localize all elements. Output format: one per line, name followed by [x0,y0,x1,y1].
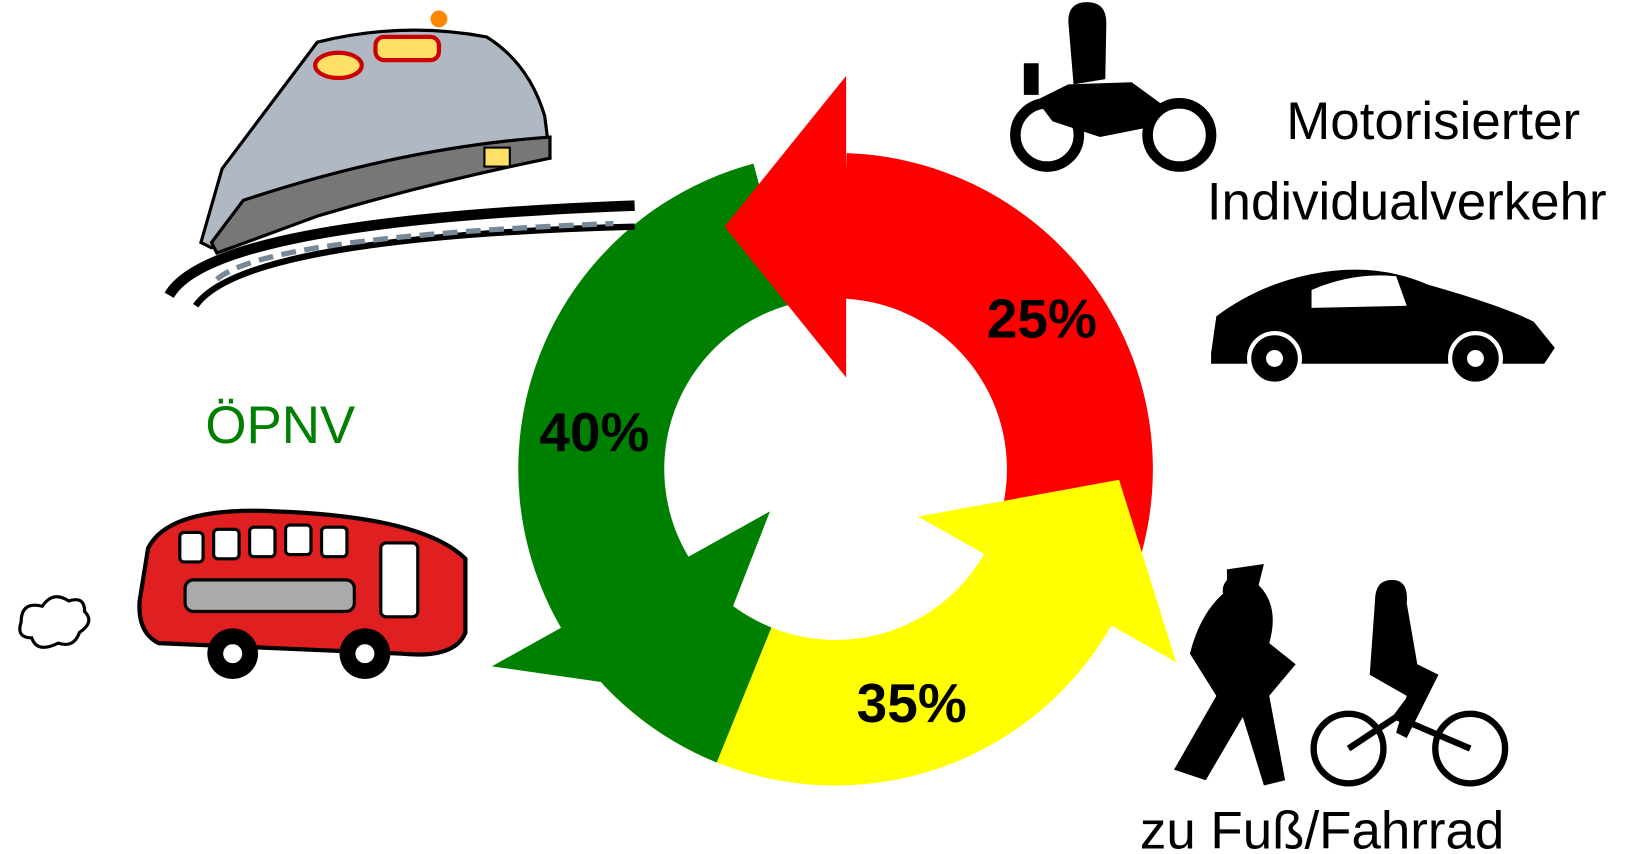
motorbike-icon [1010,2,1217,172]
opnv-label: ÖPNV [205,396,355,455]
miv-share: 25% [987,287,1097,349]
opnv-arrow-head [491,511,770,696]
cycle-ring [491,75,1177,786]
walk-bike-label: zu Fuß/Fahrrad [1140,802,1504,854]
walk-bike-share: 35% [857,672,967,734]
miv-arrow-head [724,75,847,378]
train-icon [164,10,635,308]
miv-label-line2: Individualverkehr [1207,172,1607,231]
walk-bike-arrow-head [918,479,1177,663]
car-icon [1211,269,1555,386]
bus-icon [18,508,468,679]
opnv-share: 40% [539,401,649,463]
pedestrian-cyclist-icon [1174,564,1509,787]
miv-label-line1: Motorisierter [1286,92,1580,151]
